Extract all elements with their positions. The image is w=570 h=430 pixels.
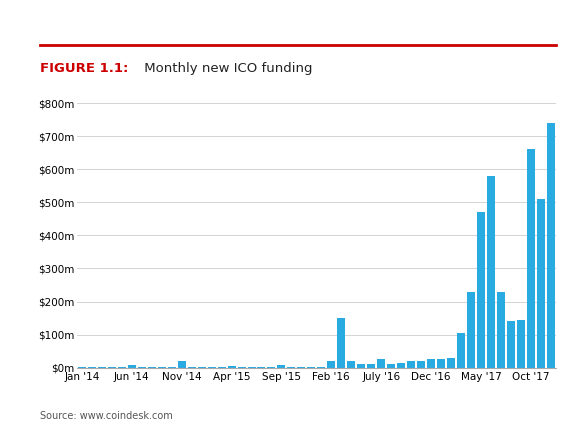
Bar: [238, 367, 246, 368]
Bar: [527, 150, 535, 368]
Bar: [457, 333, 465, 368]
Bar: [367, 364, 375, 368]
Bar: [467, 292, 475, 368]
Bar: [497, 292, 505, 368]
Bar: [397, 362, 405, 368]
Bar: [407, 361, 415, 368]
Bar: [327, 361, 335, 368]
Bar: [447, 358, 455, 368]
Bar: [417, 361, 425, 368]
Bar: [357, 364, 365, 368]
Bar: [287, 367, 295, 368]
Text: FIGURE 1.1:: FIGURE 1.1:: [40, 62, 128, 75]
Bar: [377, 359, 385, 368]
Bar: [227, 366, 235, 368]
Bar: [477, 212, 485, 368]
Bar: [427, 359, 435, 368]
Bar: [537, 199, 545, 368]
Bar: [307, 367, 315, 368]
Text: Monthly new ICO funding: Monthly new ICO funding: [140, 62, 312, 75]
Bar: [547, 123, 555, 368]
Bar: [487, 176, 495, 368]
Bar: [387, 364, 395, 368]
Bar: [278, 365, 286, 368]
Bar: [347, 361, 355, 368]
Bar: [178, 361, 186, 368]
Bar: [507, 321, 515, 368]
Bar: [517, 320, 525, 368]
Bar: [78, 367, 86, 368]
Bar: [298, 367, 306, 368]
Bar: [337, 318, 345, 368]
Bar: [138, 367, 146, 368]
Bar: [437, 359, 445, 368]
Bar: [128, 365, 136, 368]
Text: Source: www.coindesk.com: Source: www.coindesk.com: [40, 411, 173, 421]
